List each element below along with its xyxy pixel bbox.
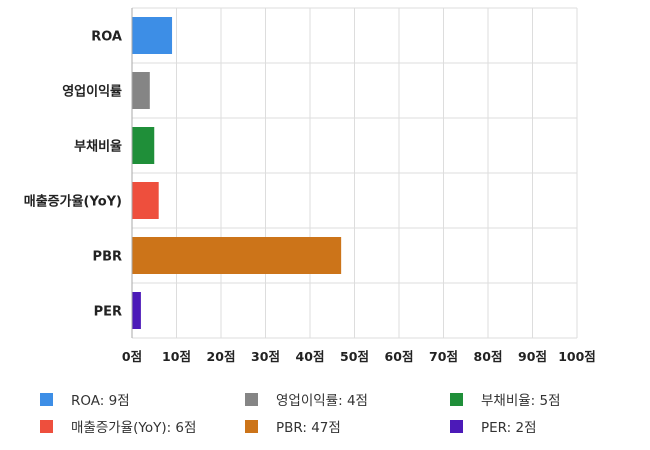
legend-label: PER: 2점 [481, 420, 537, 436]
legend-label: 영업이익률: 4점 [276, 393, 368, 409]
legend-label: ROA: 9점 [71, 393, 130, 409]
x-tick-label: 40점 [296, 349, 325, 364]
bar-1 [132, 72, 150, 109]
legend-item: PER: 2점 [450, 417, 640, 436]
category-label: 매출증가율(YoY) [24, 194, 122, 210]
x-tick-label: 10점 [162, 349, 191, 364]
legend-label: 부채비율: 5점 [481, 393, 561, 409]
legend-item: PBR: 47점 [245, 417, 450, 436]
bar-5 [132, 292, 141, 329]
x-tick-label: 60점 [385, 349, 414, 364]
category-label: ROA [91, 30, 122, 45]
x-tick-label: 100점 [558, 349, 596, 364]
category-label: 부채비율 [74, 139, 122, 155]
x-tick-label: 80점 [474, 349, 503, 364]
x-tick-label: 30점 [251, 349, 280, 364]
legend-item: 부채비율: 5점 [450, 390, 640, 409]
category-label: PBR [93, 250, 122, 265]
legend-label: PBR: 47점 [276, 420, 341, 436]
legend-item: ROA: 9점 [40, 390, 245, 409]
x-tick-label: 50점 [340, 349, 369, 364]
legend-item: 영업이익률: 4점 [245, 390, 450, 409]
legend-swatch [450, 419, 463, 433]
category-label: 영업이익률 [62, 84, 122, 100]
legend-item: 매출증가율(YoY): 6점 [40, 417, 245, 436]
legend-label: 매출증가율(YoY): 6점 [71, 420, 197, 436]
legend-swatch [245, 392, 258, 406]
legend-swatch [450, 392, 463, 406]
bar-4 [132, 237, 342, 274]
legend-swatch [245, 419, 258, 433]
x-tick-label: 20점 [207, 349, 236, 364]
x-tick-label: 70점 [429, 349, 458, 364]
bar-2 [132, 127, 155, 164]
x-tick-label: 0점 [122, 349, 142, 364]
x-tick-label: 90점 [518, 349, 547, 364]
bar-3 [132, 182, 159, 219]
legend-swatch [40, 419, 53, 433]
category-label: PER [94, 305, 122, 320]
legend-swatch [40, 392, 53, 406]
bar-0 [132, 17, 173, 54]
